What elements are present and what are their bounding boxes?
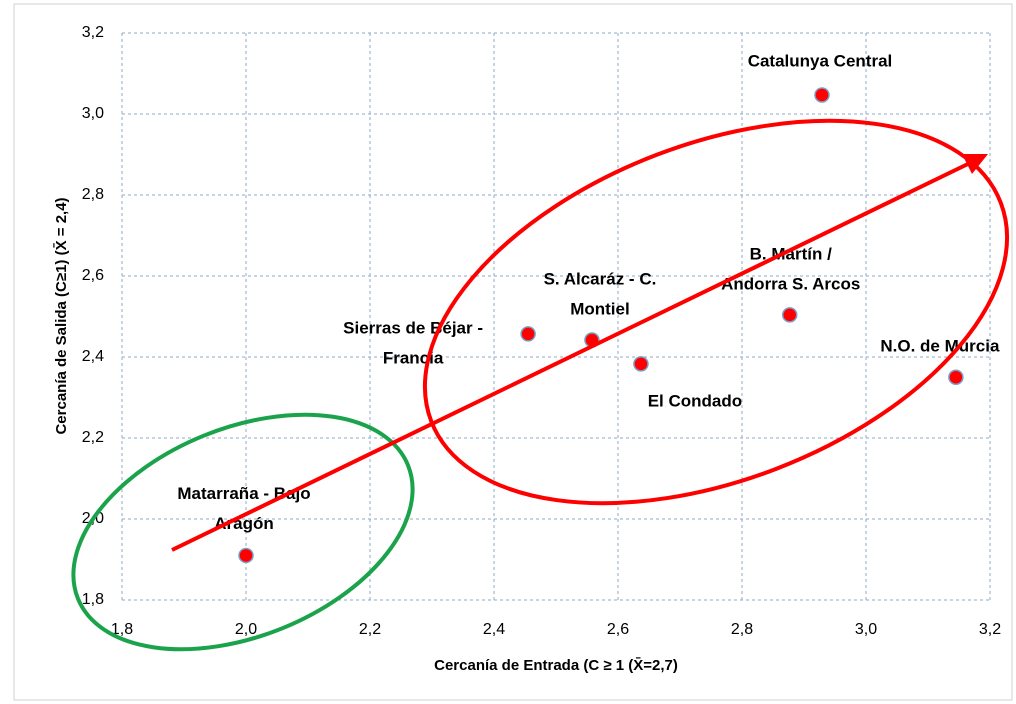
- green-ellipse: [71, 412, 415, 652]
- point-label: Francia: [383, 348, 444, 367]
- y-tick-label: 2,8: [82, 186, 104, 203]
- y-axis-title: Cercanía de Salida (C≥1) (X̄ = 2,4): [52, 197, 70, 434]
- annotations: [71, 118, 1010, 652]
- point-label: El Condado: [648, 391, 742, 410]
- x-tick-label: 3,2: [979, 621, 1001, 638]
- x-tick-label: 2,2: [359, 621, 381, 638]
- point: [238, 547, 254, 564]
- point: [814, 87, 830, 103]
- point: [633, 356, 649, 372]
- grid: 1,8 2,0 2,2 2,4 2,6 2,8 3,0 3,21,82,02,22,42,62…: [82, 24, 1001, 638]
- trend-arrow: [171, 160, 973, 552]
- point: [520, 326, 536, 342]
- y-tick-label: 2,2: [82, 429, 104, 446]
- x-tick-label: 2,0: [235, 621, 257, 638]
- x-axis-title: Cercanía de Entrada (C ≥ 1 (X̄=2,7): [434, 656, 678, 674]
- point-label: S. Alcaráz - C.: [544, 269, 657, 288]
- x-tick-label: 2,8: [731, 621, 753, 638]
- x-tick-label: 2,4: [483, 621, 505, 638]
- point-label: Andorra S. Arcos: [721, 274, 860, 293]
- y-tick-label: 3,0: [82, 105, 104, 122]
- point-label: Aragón: [214, 514, 274, 533]
- y-tick-label: 3,2: [82, 24, 104, 41]
- arrow-head: [962, 154, 988, 174]
- y-tick-label: 1,8: [82, 591, 104, 608]
- point: [948, 369, 964, 385]
- point-label: Montiel: [570, 299, 630, 318]
- x-tick-label: 3,0: [855, 621, 877, 638]
- point-label: N.O. de Murcia: [880, 337, 1000, 356]
- x-tick-label: 1,8: [111, 621, 133, 638]
- point: [781, 307, 798, 323]
- red-ellipse: [422, 118, 1010, 506]
- y-tick-label: 2,6: [82, 267, 104, 284]
- point-label: Sierras de Béjar -: [343, 318, 483, 337]
- chart-frame: [13, 3, 1013, 701]
- x-tick-label: 2,6: [607, 621, 629, 638]
- point-label: Catalunya Central: [748, 51, 893, 70]
- point-label: B. Martín /: [750, 244, 832, 263]
- y-tick-label: 2,4: [82, 348, 104, 365]
